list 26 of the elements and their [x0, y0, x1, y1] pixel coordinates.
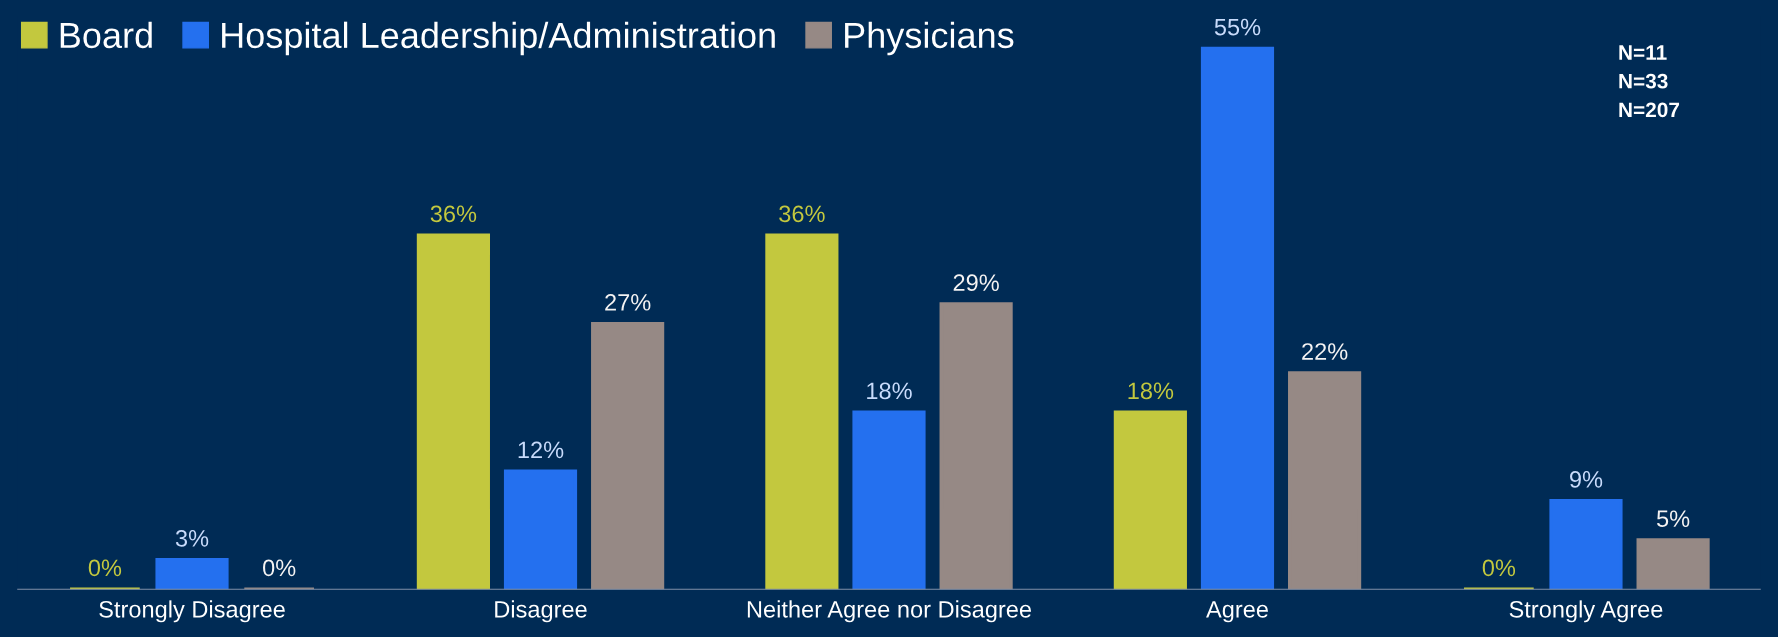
x-tick-label: Neither Agree nor Disagree	[747, 600, 1032, 623]
data-label: 3%	[175, 530, 209, 547]
data-label: 0%	[1482, 559, 1516, 577]
data-label: 9%	[1570, 471, 1603, 488]
data-label: 0%	[88, 559, 122, 577]
x-tick-label: Agree	[1206, 601, 1268, 623]
legend-label: Board	[60, 21, 152, 49]
x-tick-label: Strongly Disagree	[99, 600, 285, 623]
annotation: N=11	[1619, 45, 1667, 60]
data-label: 27%	[605, 294, 651, 311]
x-tick-label: Disagree	[495, 600, 587, 623]
x-tick-label: Strongly Agree	[1509, 600, 1663, 623]
data-label: 55%	[1214, 18, 1261, 36]
data-label: 12%	[518, 441, 564, 459]
data-label: 36%	[430, 205, 477, 223]
data-label: 5%	[1656, 510, 1690, 528]
data-label: 36%	[779, 205, 825, 223]
data-label: 0%	[263, 559, 296, 577]
data-label: 29%	[953, 274, 999, 292]
data-label: 18%	[867, 382, 912, 400]
annotation: N=207	[1619, 102, 1680, 118]
data-label: 18%	[1128, 382, 1174, 400]
legend-label: Physicians	[845, 21, 1014, 56]
legend-label: Hospital Leadership/Administration	[222, 21, 775, 56]
annotation: N=33	[1619, 73, 1668, 89]
data-label: 22%	[1302, 343, 1348, 360]
